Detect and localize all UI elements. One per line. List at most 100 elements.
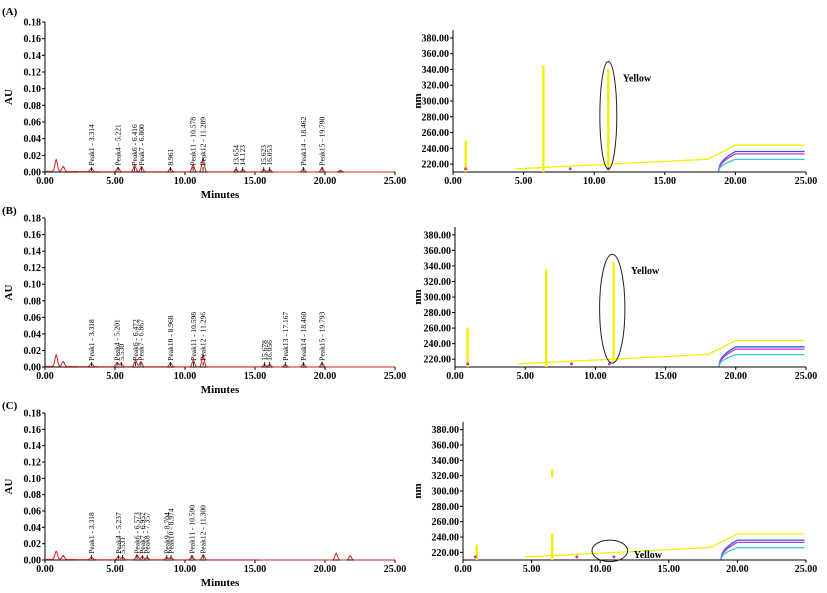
highlight-ellipse	[599, 61, 618, 170]
y-tick-label: 0.10	[24, 84, 42, 95]
chromatogram-trace	[45, 353, 395, 368]
chromatogram-axes-0: 0.00 5.00 10.00 15.00 20.00 25.00 0.00 0.02 0.04…	[3, 18, 406, 202]
x-tick-label: 15.00	[244, 176, 267, 187]
x-tick-label: 5.00	[516, 371, 534, 382]
chromatogram-trace	[44, 550, 395, 561]
contour-line	[718, 346, 805, 366]
y-tick-label: 220.00	[432, 548, 460, 559]
x-axis-label: Minutes	[201, 577, 240, 589]
peak-point	[335, 552, 338, 555]
y-axis-label: nm	[412, 483, 424, 498]
peak-label: Peak1 - 3.318	[87, 512, 96, 554]
y-tick-label: 0.10	[24, 474, 42, 485]
x-tick-label: 10.00	[584, 371, 607, 382]
peak-point	[339, 169, 342, 172]
peak-label: Peak7 - 6.800	[137, 124, 146, 166]
x-axis-label: Minutes	[201, 189, 240, 201]
x-tick-label: 20.00	[726, 564, 749, 575]
y-tick-label: 0.12	[24, 263, 42, 274]
highlight-ellipse	[599, 253, 626, 364]
peak-point	[192, 359, 195, 362]
y-tick-label: 240.00	[422, 144, 450, 155]
peak-label: Peak12 - 11.300	[199, 505, 208, 554]
y-tick-label: 0.14	[24, 441, 42, 452]
y-tick-label: 380.00	[422, 33, 450, 44]
x-tick-label: 25.00	[384, 371, 407, 382]
x-tick-label: 10.00	[174, 564, 197, 575]
y-tick-label: 360.00	[422, 49, 450, 60]
y-tick-label: 0.00	[24, 556, 42, 567]
peak-label: 14.123	[238, 145, 247, 166]
peak-point	[62, 166, 64, 168]
peak-point	[55, 354, 57, 357]
y-tick-label: 300.00	[422, 97, 450, 108]
contour-line	[516, 144, 805, 170]
chromatogram-axes-2: 0.00 5.00 10.00 15.00 20.00 25.00 0.00 0.02 0.04…	[3, 409, 406, 590]
peak-point	[192, 164, 194, 167]
contour-line	[718, 348, 805, 367]
x-tick-label: 10.00	[174, 176, 197, 187]
yellow-annotation: Yellow	[623, 74, 652, 85]
x-tick-label: 20.00	[725, 371, 748, 382]
y-axis-label: AU	[3, 479, 15, 495]
y-tick-label: 0.08	[24, 490, 42, 501]
y-tick-label: 260.00	[432, 517, 460, 528]
x-tick-label: 20.00	[314, 176, 337, 187]
y-tick-label: 300.00	[432, 487, 460, 498]
peak-label: 5.531	[118, 537, 127, 554]
y-tick-label: 240.00	[424, 339, 452, 350]
peak-label: Peak15 - 19.793	[318, 311, 327, 360]
peak-point	[55, 159, 57, 162]
contour-line	[720, 541, 805, 560]
y-tick-label: 0.18	[24, 214, 42, 225]
peak-label: 15.623	[259, 145, 268, 166]
y-tick-label: 0.18	[24, 18, 42, 29]
y-tick-label: 0.04	[24, 134, 42, 145]
contour-dot	[466, 362, 470, 366]
x-tick-label: 25.00	[795, 564, 818, 575]
y-axis-label: AU	[3, 285, 15, 301]
y-tick-label: 0.00	[24, 168, 42, 179]
y-tick-label: 320.00	[424, 277, 452, 288]
contour-dot	[612, 555, 616, 559]
x-tick-label: 0.00	[444, 176, 462, 187]
contour-line	[524, 533, 805, 558]
peak-label: 16.053	[265, 145, 274, 166]
yellow-annotation: Yellow	[634, 550, 663, 561]
panel-label-a: (A)	[2, 6, 18, 18]
x-tick-label: 15.00	[244, 564, 267, 575]
chromatogram-axes-1: 0.00 5.00 10.00 15.00 20.00 25.00 0.00 0.02 0.04…	[3, 214, 406, 397]
peak-point	[55, 551, 57, 553]
peak-label: Peak8 - 7.357	[143, 512, 152, 554]
x-tick-label: 20.00	[314, 371, 337, 382]
peak-label: 13.654	[232, 145, 241, 166]
y-tick-label: 0.10	[24, 280, 42, 291]
y-tick-label: 0.16	[24, 425, 42, 436]
contour-dot	[473, 555, 477, 559]
peak-label: Peak4 - 5.237	[114, 512, 123, 554]
contour-dot	[568, 167, 572, 171]
y-tick-label: 360.00	[432, 441, 460, 452]
y-tick-label: 0.02	[24, 346, 42, 357]
peak-label: 15.678	[260, 340, 269, 361]
y-tick-label: 0.14	[24, 247, 42, 258]
y-tick-label: 0.00	[24, 363, 42, 374]
x-tick-label: 25.00	[384, 176, 407, 187]
x-tick-label: 25.00	[795, 371, 818, 382]
x-tick-label: 15.00	[654, 371, 677, 382]
y-tick-label: 320.00	[422, 81, 450, 92]
x-tick-label: 0.00	[454, 564, 472, 575]
yellow-annotation: Yellow	[631, 266, 660, 277]
y-tick-label: 0.08	[24, 296, 42, 307]
peak-label: Peak6 - 6.573	[133, 512, 142, 554]
y-tick-label: 0.02	[24, 151, 42, 162]
peak-label: 5.530	[117, 344, 126, 361]
peak-label: Peak14 - 18.460	[299, 311, 308, 360]
peak-label: Peak10 - 8.968	[166, 315, 175, 360]
y-tick-label: 0.08	[24, 101, 42, 112]
panel-label-c: (C)	[2, 400, 18, 412]
x-tick-label: 15.00	[244, 371, 267, 382]
y-tick-label: 0.04	[24, 329, 42, 340]
highlight-ellipse	[591, 539, 629, 563]
y-tick-label: 260.00	[422, 128, 450, 139]
